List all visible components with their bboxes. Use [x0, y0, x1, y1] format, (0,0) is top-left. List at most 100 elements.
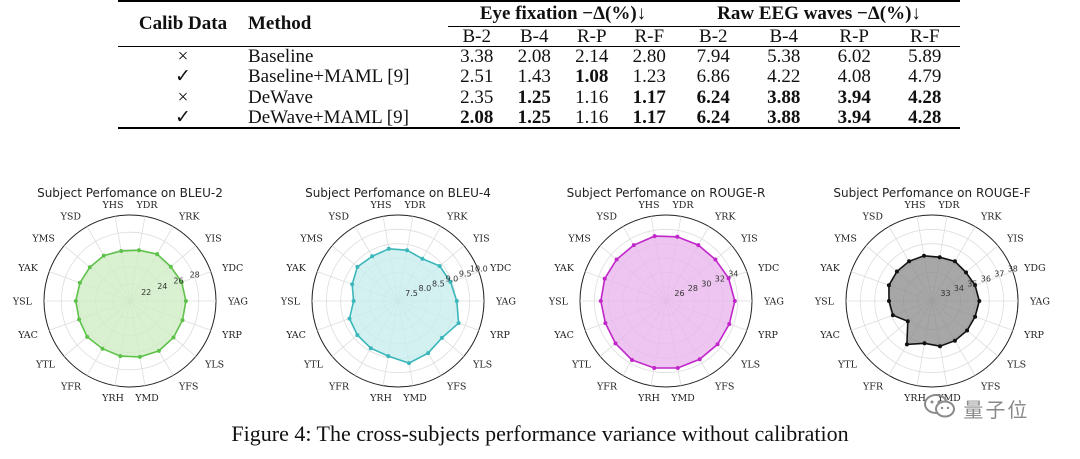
table-row: ✓ Baseline+MAML [9] 2.51 1.43 1.08 1.23 6.86 4.…	[118, 67, 960, 88]
axis-label: YRH	[637, 393, 660, 404]
radial-tick-label: 28	[190, 271, 200, 280]
value-cell: 3.38	[448, 45, 506, 67]
axis-label: YDC	[221, 263, 243, 274]
axis-label: YRK	[446, 212, 468, 223]
axis-label: YAC	[819, 330, 840, 341]
axis-label: YSL	[12, 297, 33, 308]
axis-label: YDG	[1023, 263, 1045, 274]
data-point	[603, 321, 608, 326]
data-point	[922, 253, 926, 258]
axis-label: YRH	[903, 393, 926, 404]
axis-label: YFR	[328, 381, 350, 392]
data-point	[613, 341, 618, 346]
data-point	[137, 354, 142, 359]
axis-label: YMD	[670, 393, 695, 404]
data-point	[938, 344, 942, 349]
data-point	[171, 335, 176, 340]
data-point	[715, 342, 720, 347]
axis-label: YDR	[671, 200, 694, 211]
axis-label: YAG	[1029, 297, 1050, 308]
data-point	[696, 243, 701, 248]
data-point	[370, 254, 375, 259]
data-point	[355, 333, 360, 338]
value-cell: 3.88	[767, 86, 801, 108]
value-cell: 1.17	[632, 86, 666, 108]
value-cell: 7.94	[678, 45, 749, 67]
table-row: × DeWave 2.35 1.25 1.16 1.17 6.24 3.88 3.94 4.28	[118, 87, 960, 108]
axis-label: YMS	[31, 234, 55, 245]
axis-label: YAK	[17, 263, 38, 274]
data-point	[964, 270, 968, 275]
data-point	[905, 319, 910, 324]
header-calib-data: Calib Data	[118, 0, 248, 46]
axis-label: YIS	[472, 234, 490, 245]
value-cell: 2.80	[620, 45, 679, 67]
value-cell: 6.86	[696, 66, 730, 88]
data-point	[87, 265, 92, 270]
axis-label: YRK	[980, 212, 1002, 223]
method-cell: DeWave+MAML [9]	[248, 107, 448, 129]
data-point	[598, 299, 603, 303]
axis-label: YRP	[489, 330, 510, 341]
value-cell: 2.08	[505, 45, 563, 67]
data-point	[904, 342, 909, 347]
data-point	[713, 257, 718, 262]
axis-label: YMD	[936, 393, 961, 404]
value-cell: 4.28	[889, 107, 960, 129]
data-point	[351, 299, 356, 303]
header-method: Method	[248, 0, 448, 46]
data-point	[937, 255, 942, 260]
radial-tick-label: 8.0	[419, 284, 432, 293]
value-cell: 1.17	[620, 107, 679, 129]
chart-title: Subject Perfomance on BLEU-4	[305, 186, 491, 200]
radial-tick-label: 37	[994, 270, 1004, 279]
axis-label: YIS	[204, 234, 222, 245]
data-point	[448, 279, 453, 284]
data-point	[697, 357, 702, 362]
axis-label: YRH	[101, 393, 124, 404]
data-area	[348, 247, 460, 364]
data-point	[977, 299, 982, 303]
radial-tick-label: 28	[688, 284, 698, 293]
data-point	[155, 252, 160, 257]
data-point	[890, 313, 895, 318]
value-cell: 2.14	[563, 45, 621, 67]
data-point	[630, 358, 634, 362]
value-cell: 1.16	[563, 107, 621, 129]
axis-label: YSD	[862, 212, 884, 223]
axis-label: YFR	[596, 381, 618, 392]
data-point	[85, 334, 90, 339]
axis-label: YFS	[446, 381, 466, 392]
axis-label: YIS	[1006, 234, 1024, 245]
data-point	[407, 361, 411, 366]
results-table: Calib Data Method Eye fixation −Δ(%)↓ Ra…	[118, 0, 960, 129]
axis-label: YRP	[757, 330, 778, 341]
data-point	[973, 314, 978, 319]
data-point	[168, 264, 173, 269]
header-group-eye-fixation: Eye fixation −Δ(%)↓	[448, 0, 679, 27]
axis-label: YHS	[101, 200, 123, 211]
radar-chart-svg: Subject Perfomance on BLEU-2 22 24 26 28 YAG Y…	[12, 186, 248, 404]
subheader-cell: B-4	[769, 25, 799, 47]
data-point	[952, 338, 957, 343]
value-cell: 2.51	[460, 66, 494, 88]
axis-label: YLS	[740, 360, 760, 371]
data-point	[118, 354, 123, 359]
radar-chart-svg: Subject Perfomance on BLEU-4 7.58.08.59.0…	[280, 186, 516, 404]
data-point	[405, 248, 409, 253]
subheader-cell: R-P	[839, 25, 869, 47]
axis-label: YMS	[567, 234, 591, 245]
table-body: × Baseline 3.38 2.08 2.14 2.80 7.94 5.38 6.02 5.8…	[118, 45, 960, 129]
radial-tick-label: 24	[157, 282, 167, 291]
header-row-1: Calib Data Method Eye fixation −Δ(%)↓ Ra…	[118, 0, 960, 46]
axis-label: YDC	[757, 263, 779, 274]
axis-label: YFR	[60, 381, 82, 392]
data-point	[183, 299, 188, 303]
value-cell: 6.02	[818, 45, 890, 67]
radial-tick-label: 7.5	[405, 289, 418, 298]
value-cell: 1.25	[505, 107, 563, 129]
method-cell: DeWave	[248, 86, 313, 108]
axis-label: YAC	[285, 330, 306, 341]
data-point	[922, 341, 927, 346]
axis-label: YFR	[862, 381, 884, 392]
